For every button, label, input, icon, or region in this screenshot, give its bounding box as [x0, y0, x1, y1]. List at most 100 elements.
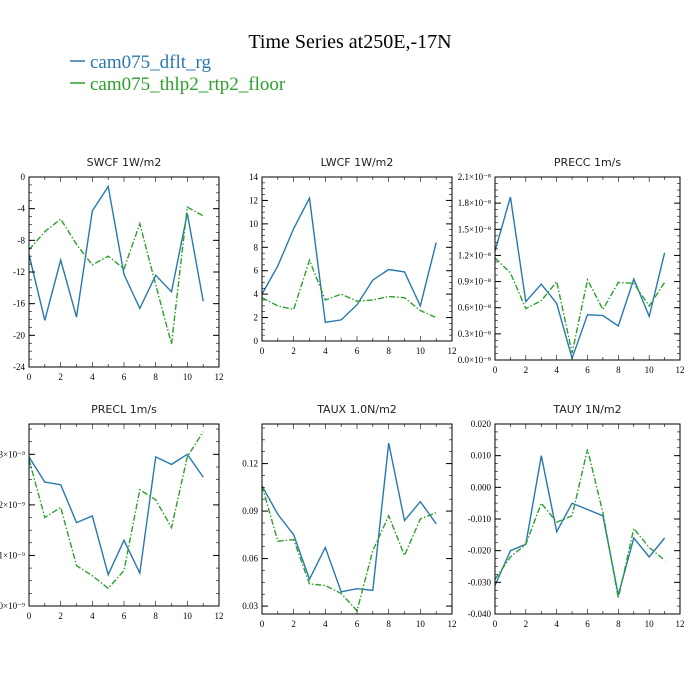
y-tick-label: 0.9×10⁻⁸	[458, 277, 491, 287]
x-tick-label: 0	[493, 619, 498, 629]
y-tick-label: -0.020	[468, 546, 492, 556]
series-line-floor	[495, 257, 666, 354]
x-tick-label: 12	[215, 611, 224, 621]
y-tick-label: 10	[249, 219, 259, 229]
y-tick-label: -16	[13, 299, 25, 309]
x-tick-label: 8	[616, 365, 621, 375]
x-tick-label: 2	[291, 619, 296, 629]
series-line-dflt	[262, 442, 437, 593]
series-line-floor	[495, 449, 666, 599]
panel-title: LWCF 1W/m2	[321, 156, 394, 169]
panels-container: SWCF 1W/m20 2 4 6 8 10 12-24-20-16-12-8-40LWCF…	[0, 156, 685, 629]
y-tick-label: 0.6×10⁻⁸	[458, 303, 491, 313]
x-tick-label: 12	[448, 619, 457, 629]
x-tick-label: 10	[183, 611, 193, 621]
y-tick-label: 12	[249, 195, 258, 205]
x-tick-label: 6	[355, 619, 360, 629]
x-tick-label: 10	[645, 619, 655, 629]
legend-label-dflt: cam075_dflt_rg	[90, 52, 212, 73]
x-tick-label: 6	[585, 365, 590, 375]
y-tick-label: -0.030	[468, 577, 492, 587]
y-tick-label: 1×10⁻⁹	[0, 550, 25, 560]
y-tick-label: 0	[254, 336, 259, 346]
y-tick-label: 4	[254, 289, 259, 299]
y-tick-label: 0.09	[242, 506, 258, 516]
series-line-dflt	[495, 455, 666, 596]
plot-frame	[494, 423, 681, 615]
plot-frame	[261, 423, 453, 615]
panel-title: TAUX 1.0N/m2	[316, 403, 397, 416]
x-tick-label: 8	[616, 619, 621, 629]
y-tick-label: 14	[249, 172, 259, 182]
y-tick-label: 8	[254, 242, 259, 252]
x-tick-label: 8	[153, 372, 158, 382]
x-tick-label: 10	[416, 346, 426, 356]
y-tick-label: -0.040	[468, 609, 492, 619]
y-tick-label: 0.3×10⁻⁸	[458, 329, 491, 339]
x-tick-label: 2	[291, 346, 296, 356]
y-tick-label: 0×10⁻⁹	[0, 601, 25, 611]
y-tick-label: 0.010	[471, 451, 492, 461]
series-line-dflt	[262, 195, 437, 324]
x-tick-label: 6	[122, 372, 127, 382]
x-tick-label: 0	[27, 611, 32, 621]
x-tick-label: 2	[58, 611, 63, 621]
x-tick-label: 10	[416, 619, 426, 629]
panel-swcf: SWCF 1W/m2 0 2 4 6 8 10 12 -24 -20 -16 -12 -8 -4 0	[13, 156, 224, 382]
x-tick-label: 12	[676, 619, 685, 629]
y-tick-label: 0	[21, 172, 26, 182]
panel-precl: PRECL 1m/s 0 2 4 6 8 10 12 0×10⁻⁹ 1×10⁻⁹ 2×10⁻⁹ 3×1…	[0, 403, 224, 621]
y-tick-label: 1.8×10⁻⁸	[458, 198, 491, 208]
x-tick-label: 4	[554, 365, 559, 375]
y-tick-label: 0.000	[471, 482, 492, 492]
x-tick-label: 10	[645, 365, 655, 375]
y-tick-label: 0.06	[242, 554, 258, 564]
x-tick-label: 12	[448, 346, 457, 356]
plot-frame	[494, 176, 681, 361]
x-tick-label: 12	[676, 365, 685, 375]
series-line-floor	[262, 258, 437, 319]
x-tick-label: 2	[58, 372, 63, 382]
x-tick-label: 4	[323, 346, 328, 356]
y-tick-label: 0.03	[242, 601, 258, 611]
x-tick-label: 2	[524, 365, 529, 375]
y-tick-label: 2×10⁻⁹	[0, 500, 25, 510]
y-tick-label: -4	[18, 204, 26, 214]
x-tick-label: 8	[386, 619, 391, 629]
y-tick-label: 1.5×10⁻⁸	[458, 224, 491, 234]
x-tick-label: 6	[355, 346, 360, 356]
series-line-dflt	[29, 184, 204, 321]
x-tick-label: 10	[183, 372, 193, 382]
plot-frame	[261, 176, 453, 342]
panel-precc: PRECC 1m/s 0 2 4 6 8 10 12 0.0×10⁻⁸ 0.3×10⁻⁸ 0.6×1…	[458, 156, 685, 375]
x-tick-label: 8	[153, 611, 158, 621]
y-tick-label: -12	[13, 267, 25, 277]
series-line-dflt	[495, 196, 666, 360]
series-line-floor	[29, 205, 204, 345]
y-tick-label: -0.010	[468, 514, 492, 524]
series-line-floor	[262, 485, 437, 613]
panel-title: TAUY 1N/m2	[552, 403, 621, 416]
x-tick-label: 4	[90, 372, 95, 382]
y-tick-label: 3×10⁻⁹	[0, 449, 25, 459]
y-tick-label: 0.0×10⁻⁸	[458, 355, 491, 365]
y-tick-label: 2	[254, 313, 259, 323]
y-tick-label: -20	[13, 330, 25, 340]
x-tick-label: 6	[122, 611, 127, 621]
x-tick-label: 0	[27, 372, 32, 382]
legend-label-floor: cam075_thlp2_rtp2_floor	[90, 74, 286, 95]
x-tick-label: 2	[524, 619, 529, 629]
x-tick-label: 4	[323, 619, 328, 629]
panel-tauy: TAUY 1N/m2 0 2 4 6 8 10 12 -0.040 -0.030 -0.020 -0.…	[468, 403, 685, 629]
y-tick-label: 6	[254, 266, 259, 276]
series-line-floor	[29, 431, 204, 590]
x-tick-label: 12	[215, 372, 224, 382]
panel-title: PRECL 1m/s	[91, 403, 157, 416]
figure-legend: cam075_dflt_rg cam075_thlp2_rtp2_floor	[70, 52, 286, 95]
panel-title: PRECC 1m/s	[554, 156, 622, 169]
y-tick-label: -24	[13, 362, 25, 372]
series-line-dflt	[29, 453, 204, 577]
panel-title: SWCF 1W/m2	[87, 156, 162, 169]
x-tick-label: 0	[260, 346, 265, 356]
